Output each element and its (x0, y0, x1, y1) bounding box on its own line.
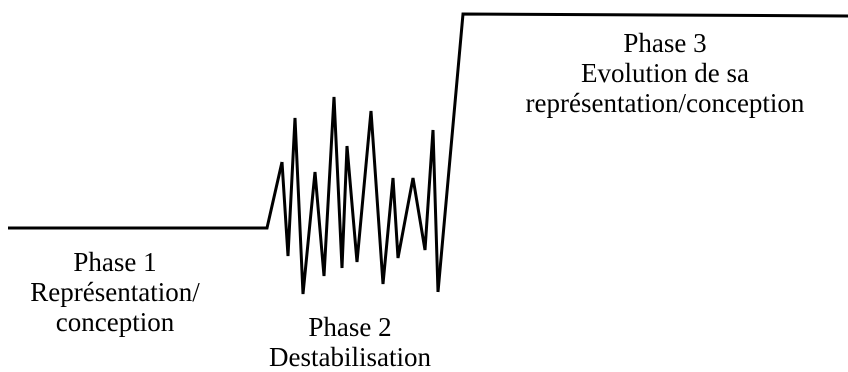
phase-2-zigzag (280, 96, 440, 295)
phase-1-line-1: Représentation/ (30, 277, 200, 307)
phase-3-title: Phase 3 (623, 28, 707, 58)
phase-1-baseline (8, 161, 284, 230)
phase-1-line-2: conception (55, 307, 175, 337)
phase-3-label: Phase 3 Evolution de sa représentation/c… (490, 28, 840, 118)
phase-1-label: Phase 1 Représentation/ conception (0, 247, 230, 337)
phase-2-label: Phase 2 Destabilisation (250, 312, 450, 372)
phase-2-title: Phase 2 (308, 312, 392, 342)
phase-3-line-1: Evolution de sa (581, 58, 749, 88)
phase-1-title: Phase 1 (73, 247, 157, 277)
phase-3-line-2: représentation/conception (525, 88, 805, 118)
phase-3-plateau (436, 12, 848, 293)
phase-2-line-1: Destabilisation (269, 342, 431, 372)
